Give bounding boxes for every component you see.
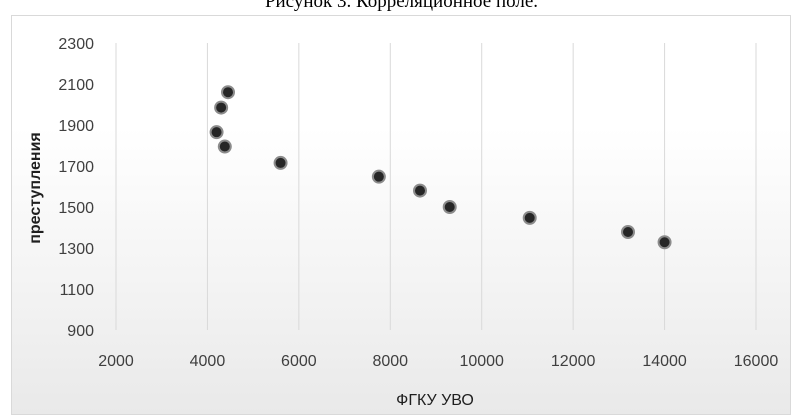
scatter-point — [214, 100, 229, 115]
y-tick-labels: 900 1100 1300 1500 1700 1900 2100 2300 — [58, 36, 94, 340]
scatter-point — [209, 125, 224, 140]
chart-area — [11, 15, 791, 415]
y-tick-label: 2300 — [58, 36, 94, 53]
x-tick-label: 8000 — [372, 353, 408, 370]
y-tick-label: 900 — [67, 323, 94, 340]
scatter-point — [371, 169, 386, 184]
scatter-point — [273, 155, 288, 170]
scatter-point — [413, 183, 427, 198]
x-tick-label: 4000 — [190, 353, 226, 370]
y-tick-label: 2100 — [58, 77, 94, 94]
y-tick-label: 1900 — [58, 118, 94, 135]
y-tick-label: 1300 — [58, 241, 94, 258]
data-points — [209, 85, 672, 250]
x-tick-labels: 2000 4000 6000 8000 10000 12000 14000 16000 — [98, 353, 778, 370]
x-axis-label: ФГКУ УВО — [396, 392, 474, 409]
y-tick-label: 1700 — [58, 159, 94, 176]
scatter-point — [221, 85, 235, 100]
scatter-point — [442, 200, 457, 214]
y-tick-label: 1500 — [58, 200, 94, 217]
y-tick-label: 1100 — [60, 282, 95, 299]
scatter-point — [621, 225, 635, 240]
scatter-point — [657, 235, 672, 250]
figure-caption: Рисунок 3. Корреляционное поле. — [264, 0, 539, 12]
x-tick-label: 6000 — [281, 353, 317, 370]
x-tick-label: 12000 — [551, 353, 596, 370]
scatter-point — [522, 210, 537, 225]
x-tick-label: 10000 — [459, 353, 504, 370]
scatter-point — [217, 139, 232, 154]
x-tick-label: 2000 — [98, 353, 134, 370]
gridlines — [115, 43, 757, 330]
x-tick-label: 16000 — [734, 353, 779, 370]
y-axis-label: преступления — [27, 132, 44, 244]
x-tick-label: 14000 — [642, 353, 687, 370]
